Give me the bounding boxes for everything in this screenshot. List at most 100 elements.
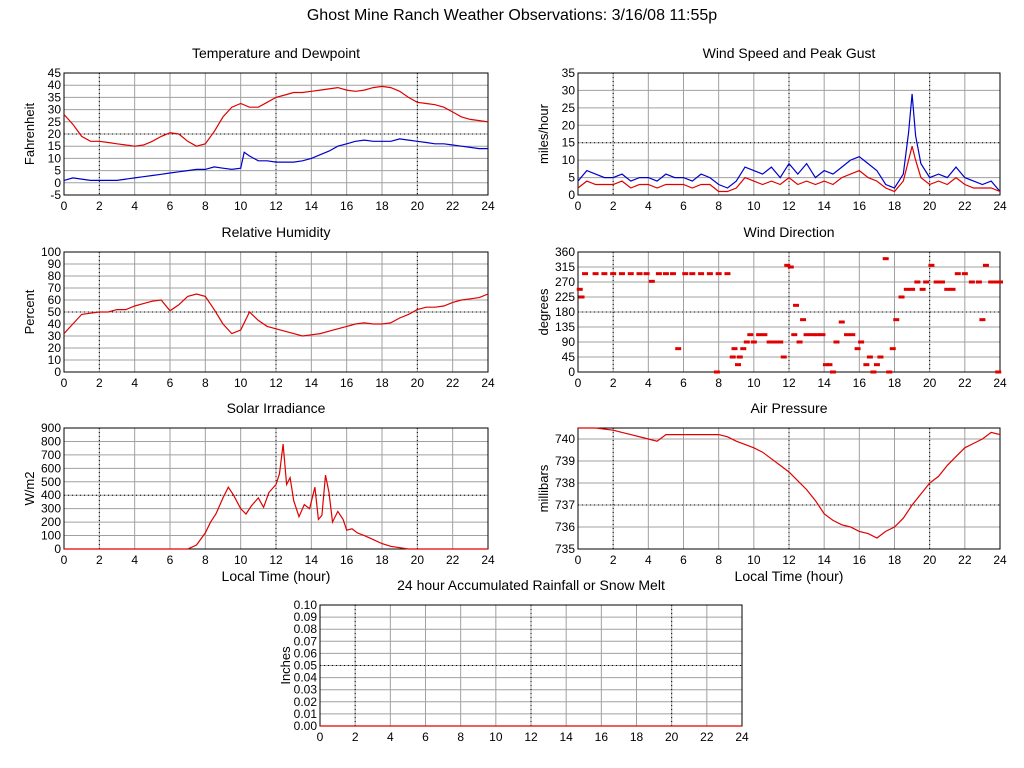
y-tick-label: 35: [562, 66, 576, 80]
x-tick-label: 14: [817, 553, 831, 567]
data-point: [689, 272, 696, 276]
data-point: [740, 347, 747, 351]
y-tick-label: 20: [562, 118, 576, 132]
y-axis-label: degrees: [536, 288, 551, 335]
plot-frame: [63, 72, 489, 196]
x-tick-label: 0: [61, 199, 68, 213]
data-point: [796, 340, 803, 344]
x-tick-label: 10: [234, 553, 248, 567]
x-tick-label: 0: [317, 730, 324, 744]
data-point: [889, 347, 896, 351]
x-tick-label: 14: [559, 730, 573, 744]
x-tick-label: 10: [234, 376, 248, 390]
x-tick-label: 2: [96, 199, 103, 213]
data-point: [866, 355, 873, 359]
x-tick-label: 24: [993, 376, 1007, 390]
x-tick-label: 20: [923, 199, 937, 213]
y-tick-label: 180: [555, 305, 575, 319]
y-tick-label: 10: [562, 153, 576, 167]
data-point: [849, 333, 856, 337]
x-tick-label: 22: [958, 553, 972, 567]
x-tick-label: 20: [923, 376, 937, 390]
y-tick-label: 40: [48, 78, 62, 92]
y-tick-label: 737: [555, 498, 575, 512]
data-point: [863, 363, 870, 367]
data-point: [870, 370, 877, 374]
data-point: [756, 333, 763, 337]
y-tick-label: 900: [41, 421, 61, 435]
y-tick-label: 300: [41, 502, 61, 516]
x-tick-label: 22: [446, 376, 460, 390]
x-tick-label: 4: [131, 199, 138, 213]
x-tick-label: 14: [817, 199, 831, 213]
x-tick-label: 22: [958, 376, 972, 390]
x-tick-label: 12: [782, 199, 796, 213]
chart-title: Air Pressure: [750, 400, 827, 416]
x-tick-label: 16: [340, 376, 354, 390]
data-point: [648, 279, 655, 283]
data-point: [909, 287, 916, 291]
data-point: [826, 363, 833, 367]
x-tick-label: 24: [481, 553, 495, 567]
data-point: [675, 347, 682, 351]
page-title: Ghost Mine Ranch Weather Observations: 3…: [306, 7, 718, 24]
y-tick-label: 25: [48, 115, 62, 129]
x-tick-label: 20: [665, 730, 679, 744]
data-point: [771, 340, 778, 344]
x-tick-label: 22: [958, 199, 972, 213]
x-tick-label: 16: [595, 730, 609, 744]
x-tick-label: 12: [782, 553, 796, 567]
data-point: [731, 347, 738, 351]
y-tick-label: 135: [555, 320, 575, 334]
x-tick-label: 4: [387, 730, 394, 744]
x-tick-label: 8: [202, 553, 209, 567]
y-axis-label: Inches: [278, 646, 293, 685]
chart-title: Wind Direction: [743, 224, 834, 240]
y-tick-label: 90: [562, 335, 576, 349]
series-line-0: [64, 444, 488, 550]
data-point: [982, 263, 989, 267]
y-tick-label: 200: [41, 515, 61, 529]
data-point: [838, 320, 845, 324]
x-tick-label: 6: [167, 376, 174, 390]
x-tick-label: 2: [610, 553, 617, 567]
data-point: [592, 272, 599, 276]
x-tick-label: 24: [735, 730, 749, 744]
series-line-1: [63, 138, 488, 181]
y-tick-label: 739: [555, 454, 575, 468]
data-point: [898, 295, 905, 299]
y-tick-label: 20: [48, 341, 62, 355]
x-tick-label: 10: [747, 376, 761, 390]
x-tick-label: 16: [340, 199, 354, 213]
data-point: [928, 263, 935, 267]
data-point: [729, 355, 736, 359]
data-point: [800, 318, 807, 322]
x-tick-label: 12: [269, 553, 283, 567]
chart-title: 24 hour Accumulated Rainfall or Snow Mel…: [397, 577, 665, 593]
x-tick-label: 0: [61, 376, 68, 390]
plot-frame: [577, 251, 1001, 373]
x-tick-label: 6: [422, 730, 429, 744]
x-tick-label: 2: [96, 553, 103, 567]
data-point: [618, 272, 625, 276]
y-tick-label: 736: [555, 520, 575, 534]
x-tick-label: 20: [923, 553, 937, 567]
data-point: [791, 333, 798, 337]
data-point: [919, 287, 926, 291]
data-point: [682, 272, 689, 276]
data-point: [735, 363, 742, 367]
data-point: [975, 280, 982, 284]
x-tick-label: 6: [167, 553, 174, 567]
x-tick-label: 2: [610, 376, 617, 390]
data-point: [736, 355, 743, 359]
y-tick-label: 270: [555, 275, 575, 289]
data-point: [715, 272, 722, 276]
x-tick-label: 6: [680, 553, 687, 567]
data-point: [903, 287, 910, 291]
data-point: [954, 272, 961, 276]
y-tick-label: 30: [48, 103, 62, 117]
